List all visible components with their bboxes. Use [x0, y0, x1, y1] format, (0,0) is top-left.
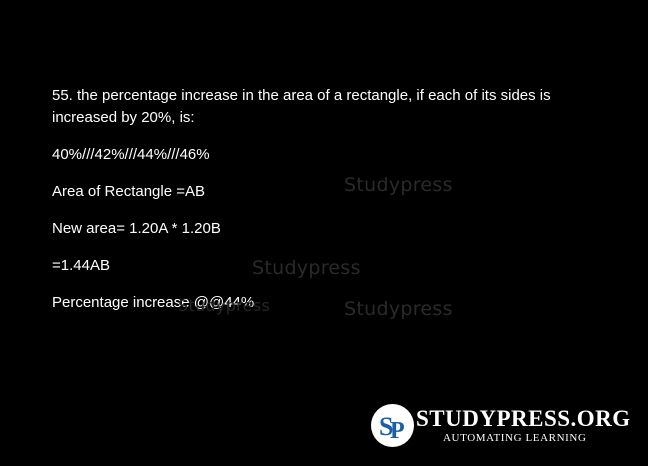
- solution-line-1: Area of Rectangle =AB: [52, 183, 206, 200]
- question-content: 55. the percentage increase in the area …: [52, 85, 612, 329]
- svg-text:P: P: [390, 418, 405, 444]
- svg-text:S: S: [379, 412, 393, 441]
- question-text: 55. the percentage increase in the area …: [52, 87, 555, 126]
- logo-tagline: AUTOMATING LEARNING: [443, 432, 587, 444]
- studypress-logo: S P STUDYPRESS.ORG AUTOMATING LEARNING: [371, 404, 630, 450]
- answer-options: 40%///42%///44%///46%: [52, 146, 210, 163]
- solution-line-4: Percentage increase @@44%: [52, 294, 255, 311]
- logo-brand-name: STUDYPRESS.ORG: [416, 406, 631, 431]
- solution-line-2: New area= 1.20A * 1.20B: [52, 220, 221, 237]
- sp-logo-icon: S P: [371, 404, 414, 447]
- solution-line-3: =1.44AB: [52, 257, 110, 274]
